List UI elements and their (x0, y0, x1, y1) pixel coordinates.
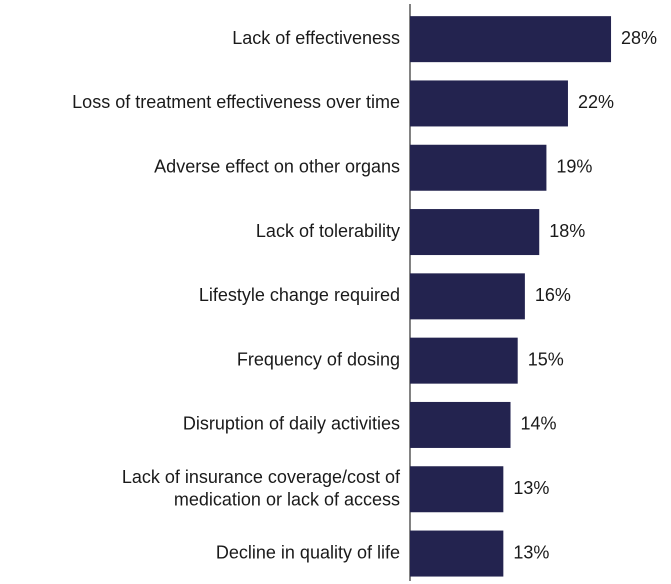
category-label: Lack of insurance coverage/cost of medica… (122, 467, 401, 510)
value-label: 28% (621, 28, 657, 48)
bar (410, 144, 547, 191)
value-label: 13% (513, 478, 549, 498)
bar (410, 80, 568, 127)
bar (410, 16, 612, 63)
bar (410, 530, 504, 577)
category-label: Frequency of dosing (237, 349, 400, 369)
value-label: 14% (521, 414, 557, 434)
category-label: Loss of treatment effectiveness over tim… (72, 92, 400, 112)
bar (410, 466, 504, 513)
bar (410, 337, 518, 384)
bar (410, 401, 511, 448)
value-label: 13% (513, 542, 549, 562)
value-label: 15% (528, 349, 564, 369)
value-label: 16% (535, 285, 571, 305)
category-label: Lifestyle change required (199, 285, 400, 305)
category-label: Decline in quality of life (216, 542, 400, 562)
value-label: 19% (556, 157, 592, 177)
category-label: Lack of effectiveness (232, 28, 400, 48)
category-label: Disruption of daily activities (183, 414, 400, 434)
value-label: 18% (549, 221, 585, 241)
bar (410, 209, 540, 256)
category-label: Lack of tolerability (256, 221, 400, 241)
category-label: Adverse effect on other organs (154, 157, 400, 177)
bar (410, 273, 525, 320)
value-label: 22% (578, 92, 614, 112)
